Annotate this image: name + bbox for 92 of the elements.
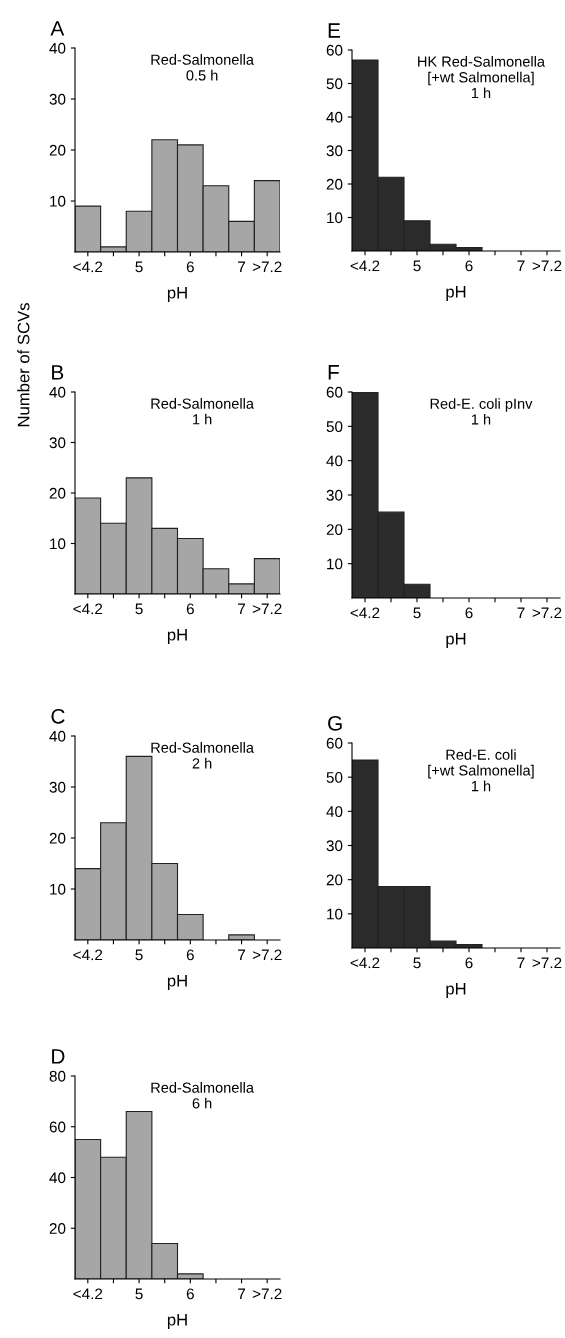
x-tick-label: 7	[238, 949, 246, 961]
x-tick-label: 6	[186, 261, 194, 273]
x-tick-label: 7	[238, 603, 246, 615]
x-tick-label: 6	[186, 603, 194, 615]
y-tick-label: 30	[326, 145, 343, 157]
x-axis-title: pH	[167, 1313, 187, 1329]
x-axis-title: pH	[167, 974, 187, 990]
y-tick-label: 40	[326, 806, 343, 818]
y-tick-label: 20	[326, 524, 343, 536]
x-tick-label: 6	[465, 260, 473, 272]
annotation: HK Red-Salmonella [+wt Salmonella] 1 h	[418, 56, 545, 99]
y-tick-label: 60	[326, 44, 343, 56]
y-tick-label: 60	[49, 1121, 66, 1133]
bar	[228, 934, 255, 940]
annotation: Red-Salmonella 0.5 h	[151, 54, 254, 81]
x-tick-label: >7.2	[252, 261, 282, 273]
annotation: Red-Salmonella 1 h	[151, 398, 254, 425]
x-tick-label: >7.2	[532, 260, 562, 272]
y-tick-label: 60	[326, 737, 343, 749]
y-tick-label: 20	[49, 1223, 66, 1234]
x-tick-label: 6	[186, 1288, 194, 1300]
y-tick-label: 20	[326, 178, 343, 190]
y-tick-label: 50	[326, 772, 343, 783]
x-axis-title: pH	[446, 285, 466, 301]
y-tick-label: 10	[50, 883, 66, 895]
x-tick-label: <4.2	[73, 1288, 103, 1300]
y-tick-label: 40	[326, 455, 343, 467]
x-tick-label: 5	[413, 260, 421, 272]
y-tick-label: 40	[49, 730, 66, 742]
x-tick-label: 7	[238, 1288, 246, 1300]
x-tick-label: <4.2	[73, 261, 103, 273]
y-tick-label: 20	[49, 487, 66, 499]
x-tick-label: <4.2	[73, 603, 103, 615]
x-axis-title: pH	[446, 982, 466, 998]
y-tick-label: 50	[326, 78, 343, 90]
y-tick-label: 10	[50, 195, 66, 207]
y-tick-label: 40	[326, 111, 343, 123]
annotation: Red-Salmonella 6 h	[151, 1082, 254, 1109]
x-tick-label: 6	[465, 607, 473, 619]
y-tick-label: 40	[49, 1172, 66, 1184]
y-tick-label: 40	[49, 42, 66, 54]
x-tick-label: <4.2	[350, 607, 380, 619]
y-tick-label: 10	[327, 908, 343, 920]
y-tick-label: 30	[326, 840, 343, 852]
x-tick-label: >7.2	[532, 607, 562, 619]
y-tick-label: 10	[50, 538, 66, 550]
chart-title: E	[328, 23, 341, 38]
x-axis-title: pH	[167, 628, 187, 644]
y-tick-label: 20	[49, 144, 66, 156]
chart-title: C	[51, 708, 65, 724]
y-tick-label: 80	[49, 1070, 66, 1082]
x-axis-title: pH	[446, 632, 466, 648]
y-tick-label: 20	[49, 832, 66, 844]
x-tick-label: <4.2	[73, 949, 103, 961]
x-tick-label: >7.2	[532, 957, 562, 969]
x-tick-label: 7	[517, 607, 525, 619]
y-tick-label: 50	[326, 421, 343, 433]
y-axis-title: Number of SCVs	[17, 303, 30, 427]
y-tick-label: 30	[326, 489, 343, 501]
y-tick-label: 60	[326, 386, 343, 398]
x-axis-title: pH	[167, 286, 187, 302]
x-tick-label: 5	[135, 603, 143, 615]
x-tick-label: 5	[413, 957, 421, 969]
x-tick-label: 7	[238, 261, 246, 273]
chart-title: F	[328, 365, 339, 380]
y-tick-label: 20	[326, 874, 343, 886]
x-tick-label: >7.2	[252, 1288, 282, 1300]
y-tick-label: 30	[49, 781, 66, 793]
y-tick-label: 10	[327, 212, 343, 224]
x-tick-label: >7.2	[252, 603, 282, 615]
y-tick-label: 10	[327, 558, 343, 570]
x-tick-label: 6	[186, 949, 194, 961]
chart-title: B	[52, 365, 64, 380]
y-tick-label: 30	[49, 93, 66, 105]
x-tick-label: 7	[517, 260, 525, 272]
y-tick-label: 30	[49, 437, 66, 449]
x-tick-label: <4.2	[350, 957, 380, 969]
x-tick-label: 7	[517, 957, 525, 969]
chart-title: A	[50, 21, 65, 36]
x-tick-label: <4.2	[350, 260, 380, 272]
x-tick-label: 5	[135, 949, 143, 961]
annotation: Red-E. coli [+wt Salmonella] 1 h	[428, 749, 534, 792]
annotation: Red-E. coli pInv 1 h	[430, 398, 533, 425]
x-tick-label: 5	[135, 261, 143, 273]
x-tick-label: 5	[413, 607, 421, 619]
chart-title: G	[328, 715, 342, 731]
chart-title: D	[52, 1049, 65, 1064]
y-tick-label: 40	[49, 386, 66, 398]
x-tick-label: >7.2	[252, 949, 282, 961]
x-tick-label: 6	[465, 957, 473, 969]
annotation: Red-Salmonella 2 h	[151, 742, 254, 769]
x-tick-label: 5	[135, 1288, 143, 1300]
